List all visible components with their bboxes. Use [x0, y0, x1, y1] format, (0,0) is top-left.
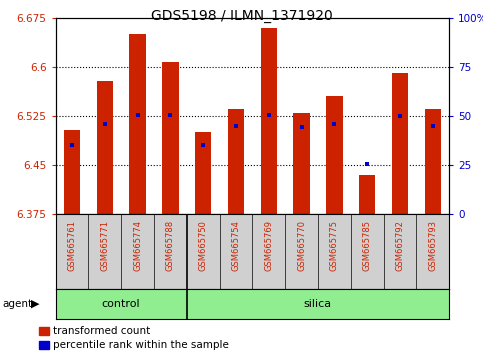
Text: agent: agent [2, 298, 32, 309]
Text: GDS5198 / ILMN_1371920: GDS5198 / ILMN_1371920 [151, 9, 332, 23]
Bar [260, 28, 277, 214]
Text: transformed count: transformed count [53, 326, 150, 336]
Bar [64, 130, 80, 214]
Text: ▶: ▶ [31, 298, 40, 309]
Text: GSM665769: GSM665769 [264, 220, 273, 271]
Text: GSM665774: GSM665774 [133, 220, 142, 271]
Bar [326, 96, 342, 214]
Text: GSM665793: GSM665793 [428, 220, 437, 271]
Bar [129, 34, 146, 214]
Text: GSM665785: GSM665785 [363, 220, 372, 271]
Text: GSM665754: GSM665754 [231, 220, 241, 271]
Text: GSM665788: GSM665788 [166, 220, 175, 271]
Text: GSM665792: GSM665792 [396, 220, 404, 271]
Text: control: control [102, 298, 141, 309]
Text: silica: silica [304, 298, 332, 309]
Bar [162, 62, 179, 214]
Bar [228, 109, 244, 214]
Text: GSM665775: GSM665775 [330, 220, 339, 271]
Bar [425, 109, 441, 214]
Bar [293, 113, 310, 214]
Text: GSM665761: GSM665761 [68, 220, 76, 271]
Bar [195, 132, 212, 214]
Bar [359, 175, 375, 214]
Text: percentile rank within the sample: percentile rank within the sample [53, 340, 229, 350]
Text: GSM665750: GSM665750 [199, 220, 208, 271]
Bar [392, 73, 408, 214]
Text: GSM665771: GSM665771 [100, 220, 109, 271]
Bar [97, 81, 113, 214]
Text: GSM665770: GSM665770 [297, 220, 306, 271]
